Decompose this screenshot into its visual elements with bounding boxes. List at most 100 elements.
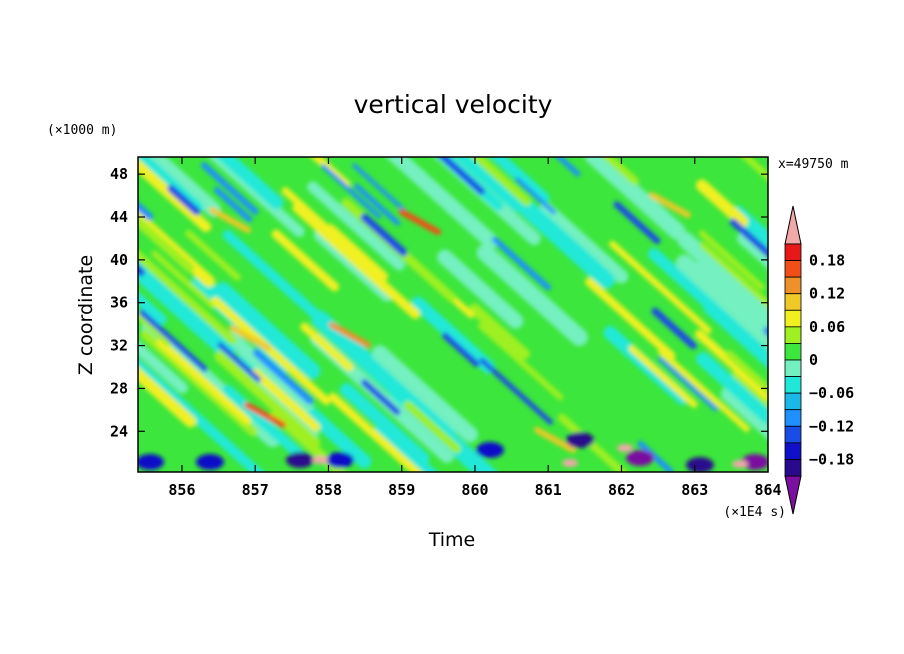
contour-blob — [138, 454, 164, 470]
contour-band — [138, 311, 172, 347]
x-tick-label: 859 — [388, 481, 415, 499]
contour-band — [403, 400, 461, 454]
contour-band — [699, 241, 768, 309]
colorbar-swatch — [784, 326, 802, 344]
y-tick-label: 44 — [110, 208, 128, 226]
contour-band — [555, 157, 581, 177]
contour-band — [491, 236, 551, 291]
contour-band — [411, 296, 496, 374]
colorbar-swatch — [784, 359, 802, 377]
contour-band — [489, 157, 550, 204]
colorbar-swatch — [784, 243, 802, 261]
contour-blob-peak — [617, 444, 633, 452]
contour-band — [138, 340, 189, 394]
contour-band — [328, 392, 423, 472]
contour-core — [534, 427, 576, 453]
contour-band — [515, 177, 556, 215]
contour-band — [453, 157, 526, 212]
contour-band — [470, 157, 532, 206]
y-tick-label: 36 — [110, 294, 128, 312]
contour-band — [476, 244, 588, 346]
x-unit-label: (×1E4 s) — [723, 505, 786, 520]
contour-blob-peak — [312, 456, 328, 464]
contour-core — [209, 207, 251, 233]
contour-blob — [326, 452, 354, 468]
contour-band — [201, 162, 259, 215]
contour-band — [698, 230, 765, 291]
colorbar-label: −0.12 — [809, 417, 854, 435]
contour-core — [649, 192, 691, 218]
contour-band — [222, 384, 309, 464]
colorbar-label: −0.06 — [809, 384, 854, 402]
contour-band — [222, 229, 339, 336]
colorbar-label: 0.18 — [809, 252, 845, 270]
contour-band — [602, 157, 639, 186]
colorbar-swatch — [784, 425, 802, 444]
contour-core — [329, 322, 371, 348]
contour-band — [437, 249, 524, 329]
contour-band — [156, 338, 252, 425]
contour-band — [310, 157, 351, 189]
contour-band — [143, 157, 222, 218]
contour-band — [637, 440, 674, 472]
contour-band — [477, 322, 564, 401]
contour-band — [737, 231, 768, 270]
x-axis-label: Time — [428, 529, 476, 551]
y-tick-label: 40 — [110, 251, 128, 269]
contour-band — [703, 300, 768, 369]
contour-band — [138, 358, 265, 472]
colorbar-label: −0.18 — [809, 450, 854, 468]
contour-band — [677, 231, 768, 326]
contour-band — [732, 370, 768, 408]
contour-band — [360, 213, 408, 257]
contour-band — [479, 357, 554, 425]
plot-frame — [137, 156, 769, 473]
contour-band — [307, 181, 405, 271]
contour-band — [225, 331, 314, 413]
contour-band — [138, 157, 204, 213]
contour-band — [167, 184, 201, 216]
contour-band — [438, 157, 486, 195]
contour-band — [211, 296, 331, 406]
contour-band — [729, 218, 768, 258]
contour-band — [216, 157, 284, 210]
contour-band — [361, 379, 401, 416]
contour-band — [139, 309, 208, 372]
colorbar-swatch — [784, 459, 802, 477]
x-tick-label: 862 — [608, 481, 635, 499]
colorbar-swatch — [784, 343, 802, 361]
colorbar-label: 0 — [809, 351, 818, 369]
contour-blob-peak — [562, 459, 578, 467]
contour-band — [741, 157, 768, 182]
contour-band — [339, 383, 430, 465]
contour-blob — [566, 432, 594, 448]
colorbar-swatch — [784, 260, 802, 278]
x-tick-label: 860 — [461, 481, 488, 499]
contour-band — [695, 179, 749, 228]
contour-band — [696, 352, 768, 425]
contour-band — [321, 164, 382, 219]
contour-blob-peak — [732, 460, 748, 468]
contour-band — [138, 201, 154, 221]
contour-band — [442, 332, 480, 368]
x-tick-label: 861 — [535, 481, 562, 499]
contour-band — [292, 202, 421, 320]
contour-band — [214, 282, 321, 379]
y-unit-label: (×1000 m) — [47, 123, 117, 138]
contour-band — [675, 254, 768, 350]
contour-band — [628, 345, 698, 408]
colorbar-swatch — [784, 309, 802, 328]
x-position-annotation: x=49750 m — [778, 157, 849, 172]
contour-core — [399, 209, 441, 235]
y-axis-label: Z coordinate — [75, 255, 97, 375]
contour-band — [271, 229, 340, 292]
x-tick-label: 864 — [754, 481, 781, 499]
contour-band — [694, 329, 768, 401]
contour-band — [214, 351, 321, 448]
contour-band — [539, 201, 629, 284]
colorbar: 0.18 0.12 0.06 0 −0.06 −0.12 −0.18 — [784, 205, 854, 515]
colorbar-swatch — [784, 293, 802, 311]
contour-core — [244, 402, 286, 428]
colorbar-min-triangle — [784, 475, 802, 515]
